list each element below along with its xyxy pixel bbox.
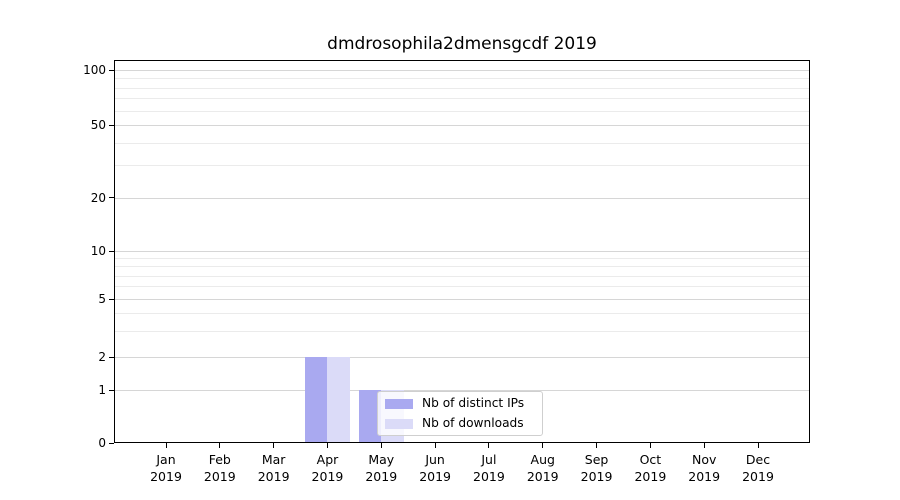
x-label-month: Mar — [261, 452, 286, 467]
y-tick-10 — [109, 250, 114, 252]
x-tick-label-oct: Oct 2019 — [620, 451, 680, 485]
gridline-minor-8 — [114, 266, 810, 268]
y-tick-label-0: 0 — [98, 436, 106, 450]
bars-layer — [114, 60, 810, 443]
y-tick-label-20: 20 — [90, 190, 106, 205]
chart-title: dmdrosophila2dmensgcdf 2019 — [327, 34, 597, 54]
x-label-year: 2019 — [365, 469, 398, 484]
x-tick-label-feb: Feb 2019 — [190, 451, 250, 485]
y-tick-50 — [109, 124, 114, 126]
y-tick-label-1: 1 — [98, 383, 106, 397]
x-tick-aug — [542, 443, 544, 448]
x-label-month: Feb — [208, 452, 231, 467]
x-label-year: 2019 — [580, 469, 613, 484]
gridline-minor-3 — [114, 331, 810, 333]
x-label-year: 2019 — [150, 469, 182, 484]
bar-may-distinct-ips — [358, 390, 382, 443]
x-tick-label-jul: Jul 2019 — [459, 451, 519, 485]
gridlines-layer — [114, 60, 810, 443]
legend-label-downloads: Nb of downloads — [422, 416, 524, 430]
x-tick-label-sep: Sep 2019 — [567, 451, 627, 485]
y-tick-20 — [109, 197, 114, 198]
y-tick-2 — [109, 356, 114, 358]
chart-legend: Nb of distinct IPs Nb of downloads — [377, 391, 543, 436]
gridline-minor-70 — [114, 98, 810, 100]
x-label-month: Oct — [639, 452, 662, 467]
x-tick-sep — [596, 443, 598, 448]
x-label-month: May — [368, 452, 395, 467]
x-tick-dec — [757, 443, 759, 448]
x-tick-oct — [649, 443, 651, 448]
legend-swatch-downloads — [385, 418, 413, 429]
gridline-minor-9 — [114, 258, 810, 260]
y-tick-1 — [109, 389, 114, 391]
x-label-year: 2019 — [419, 469, 451, 484]
x-tick-jul — [488, 443, 490, 448]
x-label-year: 2019 — [203, 469, 236, 484]
bar-apr-distinct-ips — [304, 357, 328, 443]
gridline-minor-40 — [114, 142, 810, 144]
gridline-major-2 — [114, 357, 810, 358]
gridline-major-50 — [114, 125, 810, 126]
x-label-month: Jul — [481, 452, 497, 467]
x-tick-nov — [703, 443, 705, 448]
gridline-major-20 — [114, 197, 810, 199]
gridline-major-100 — [114, 70, 810, 71]
x-tick-label-jun: Jun 2019 — [405, 451, 465, 485]
gridline-minor-30 — [114, 165, 810, 167]
x-tick-label-jan: Jan 2019 — [136, 451, 196, 485]
x-tick-label-apr: Apr 2019 — [297, 451, 357, 485]
x-label-year: 2019 — [473, 469, 505, 484]
x-tick-mar — [273, 443, 275, 448]
legend-label-distinct-ips: Nb of distinct IPs — [422, 396, 525, 410]
legend-item-distinct-ips: Nb of distinct IPs — [385, 396, 536, 411]
gridline-minor-60 — [114, 110, 810, 112]
legend-swatch-distinct-ips — [385, 398, 413, 409]
gridline-major-5 — [114, 299, 810, 300]
x-label-month: Apr — [316, 452, 339, 467]
gridline-minor-7 — [114, 275, 810, 277]
legend-item-downloads: Nb of downloads — [385, 416, 536, 431]
x-label-month: Sep — [584, 452, 609, 467]
x-label-year: 2019 — [688, 469, 721, 484]
x-tick-label-dec: Dec 2019 — [728, 451, 788, 485]
gridline-major-10 — [114, 251, 810, 252]
x-label-month: Nov — [691, 452, 717, 467]
x-label-month: Dec — [745, 452, 771, 467]
y-tick-100 — [109, 69, 114, 71]
x-tick-may — [380, 443, 382, 448]
x-tick-feb — [219, 443, 221, 448]
x-tick-label-nov: Nov 2019 — [674, 451, 734, 485]
x-tick-label-aug: Aug 2019 — [513, 451, 573, 485]
x-label-year: 2019 — [257, 469, 290, 484]
x-label-month: Aug — [530, 452, 555, 467]
y-tick-label-50: 50 — [90, 118, 106, 132]
y-tick-0 — [109, 442, 114, 444]
x-tick-jun — [434, 443, 436, 448]
x-tick-apr — [326, 443, 328, 448]
y-tick-label-2: 2 — [98, 350, 106, 364]
gridline-minor-4 — [114, 313, 810, 315]
x-tick-label-may: May 2019 — [351, 451, 411, 485]
x-tick-jan — [165, 443, 167, 448]
x-label-year: 2019 — [311, 469, 344, 484]
y-tick-label-100: 100 — [83, 63, 106, 77]
x-label-month: Jun — [425, 452, 445, 467]
gridline-minor-80 — [114, 87, 810, 89]
gridline-minor-90 — [114, 78, 810, 80]
x-label-year: 2019 — [742, 469, 774, 484]
x-label-year: 2019 — [526, 469, 559, 484]
y-tick-label-5: 5 — [98, 292, 106, 306]
x-label-month: Jan — [156, 452, 176, 467]
bar-apr-downloads — [327, 357, 350, 443]
gridline-major-1 — [114, 390, 810, 391]
x-label-year: 2019 — [634, 469, 667, 484]
y-tick-label-10: 10 — [90, 244, 106, 258]
gridline-minor-6 — [114, 286, 810, 288]
y-tick-5 — [109, 298, 114, 300]
x-tick-label-mar: Mar 2019 — [244, 451, 304, 485]
